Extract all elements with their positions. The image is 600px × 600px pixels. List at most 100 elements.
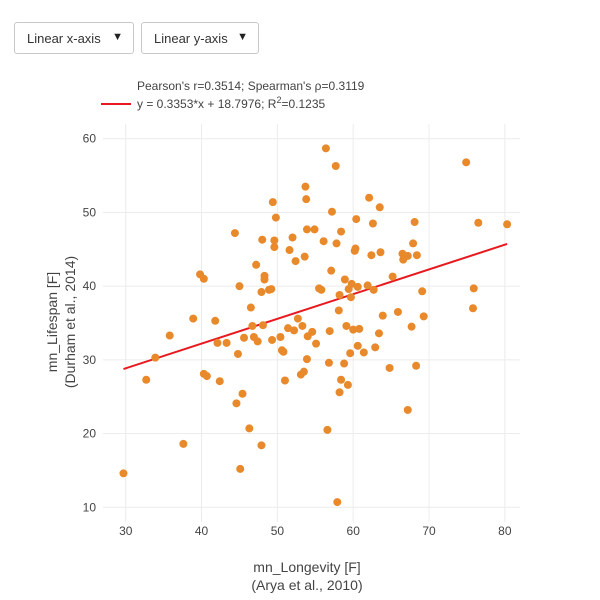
y-tick-label: 10: [83, 500, 97, 514]
data-point: [403, 251, 412, 260]
data-point: [346, 349, 355, 358]
data-point: [189, 314, 198, 323]
data-point: [253, 337, 262, 346]
data-point: [238, 389, 247, 398]
data-point: [388, 272, 397, 281]
data-point: [332, 239, 341, 248]
data-point: [299, 367, 308, 376]
data-point: [474, 218, 483, 227]
regression-line: [123, 243, 508, 370]
y-tick-label: 50: [83, 205, 97, 219]
data-point: [368, 219, 377, 228]
data-point: [369, 285, 378, 294]
y-tick-label: 40: [83, 279, 97, 293]
x-tick-label: 50: [271, 524, 285, 538]
data-point: [248, 321, 257, 330]
data-point: [351, 244, 360, 253]
x-axis-scale-dropdown[interactable]: Linear x-axis ▼: [14, 22, 134, 54]
data-point: [363, 281, 372, 290]
data-point: [276, 333, 285, 342]
x-axis-dropdown-label: Linear x-axis: [27, 30, 101, 46]
data-point: [291, 257, 300, 266]
data-point: [403, 405, 412, 414]
data-point: [327, 266, 336, 275]
x-tick-label: 40: [195, 524, 209, 538]
data-point: [409, 239, 418, 248]
data-point: [257, 288, 266, 297]
data-point: [246, 303, 255, 312]
data-point: [367, 251, 376, 260]
data-point: [393, 307, 402, 316]
x-axis-title-line-1: mn_Longevity [F]: [253, 559, 360, 575]
data-point: [302, 225, 311, 234]
data-point: [418, 287, 427, 296]
data-point: [419, 312, 428, 321]
data-point: [317, 285, 326, 294]
data-point: [165, 331, 174, 340]
data-point: [462, 158, 471, 167]
data-point: [301, 182, 310, 191]
data-point: [334, 306, 343, 315]
data-point: [270, 243, 279, 252]
data-point: [343, 380, 352, 389]
data-point: [312, 339, 321, 348]
data-point: [325, 327, 334, 336]
data-points: [119, 144, 512, 507]
legend-stats-text: Pearson's r=0.3514; Spearman's ρ=0.3119: [137, 79, 365, 93]
regression-line-layer: [123, 243, 508, 370]
data-point: [375, 203, 384, 212]
x-tick-label: 30: [119, 524, 133, 538]
data-point: [349, 325, 358, 334]
x-axis-title: mn_Longevity [F] (Arya et al., 2010): [251, 559, 362, 593]
data-point: [365, 193, 374, 202]
data-point: [258, 235, 267, 244]
data-point: [199, 274, 208, 283]
data-point: [376, 248, 385, 257]
y-axis-dropdown-label: Linear y-axis: [154, 30, 228, 46]
data-point: [340, 275, 349, 284]
data-point: [468, 304, 477, 313]
data-point: [327, 207, 336, 216]
data-point: [232, 399, 241, 408]
data-point: [260, 271, 269, 280]
data-point: [252, 260, 261, 269]
data-point: [267, 285, 276, 294]
y-axis-title-line-1: mn_Lifespan [F]: [44, 272, 60, 372]
tick-labels: 30 40 50 60 70 80 10 20 30 40 50 60: [83, 132, 512, 538]
data-point: [179, 439, 188, 448]
data-point: [230, 229, 239, 238]
data-point: [407, 322, 416, 331]
data-point: [298, 321, 307, 330]
y-axis-scale-dropdown[interactable]: Linear y-axis ▼: [141, 22, 259, 54]
data-point: [245, 424, 254, 433]
data-point: [300, 252, 309, 261]
data-point: [257, 441, 266, 450]
data-point: [337, 227, 346, 236]
y-axis-title: mn_Lifespan [F] (Durham et al., 2014): [44, 256, 78, 388]
y-tick-label: 20: [83, 427, 97, 441]
data-point: [385, 363, 394, 372]
data-point: [202, 372, 211, 381]
data-point: [310, 225, 319, 234]
legend-regression-text: y = 0.3353*x + 18.7976; R2=0.1235: [137, 95, 325, 111]
data-point: [347, 279, 356, 288]
data-point: [290, 326, 299, 335]
data-point: [285, 246, 294, 255]
data-point: [359, 348, 368, 357]
data-point: [280, 376, 289, 385]
x-axis-title-line-2: (Arya et al., 2010): [251, 577, 362, 593]
data-point: [324, 358, 333, 367]
data-point: [213, 338, 222, 347]
data-point: [340, 359, 349, 368]
x-tick-label: 60: [347, 524, 361, 538]
chevron-down-icon: ▼: [237, 31, 248, 43]
data-point: [331, 162, 340, 171]
data-point: [335, 388, 344, 397]
data-point: [503, 220, 512, 229]
data-point: [346, 293, 355, 302]
data-point: [235, 282, 244, 291]
data-point: [410, 218, 419, 227]
data-point: [469, 284, 478, 293]
chevron-down-icon: ▼: [112, 31, 123, 43]
